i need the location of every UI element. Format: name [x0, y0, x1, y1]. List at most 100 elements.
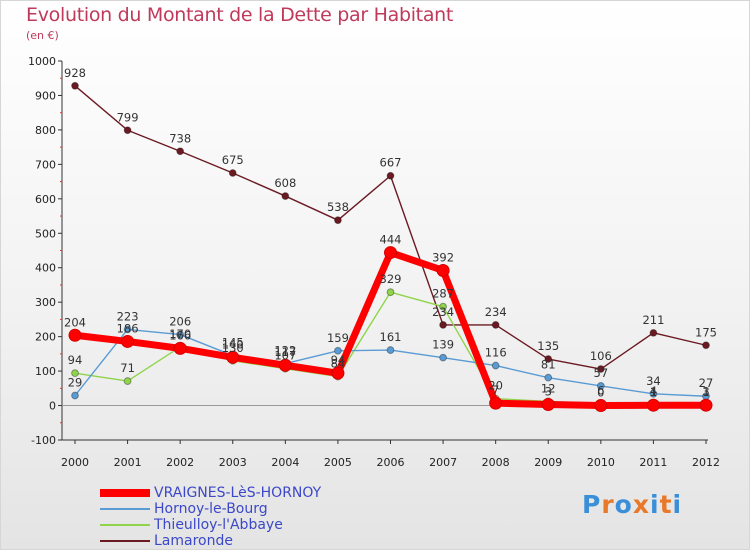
x-tick-label: 2000	[61, 456, 89, 469]
data-label: 84	[331, 357, 346, 371]
data-label: 116	[485, 346, 507, 360]
y-tick-label: 900	[35, 89, 56, 102]
data-label: 234	[432, 305, 454, 319]
data-label: 3	[545, 385, 552, 399]
logo-letter: x	[632, 490, 650, 519]
data-label: 20	[488, 379, 503, 393]
data-label: 6	[597, 383, 604, 397]
chart-subtitle: (en €)	[26, 29, 59, 42]
data-label: 0	[597, 386, 604, 400]
data-label: 27	[699, 376, 714, 390]
data-label: 71	[120, 361, 135, 375]
x-tick-label: 2007	[429, 456, 457, 469]
data-label: 608	[274, 176, 296, 190]
series-point	[173, 341, 187, 355]
data-label: 94	[331, 353, 346, 367]
data-label: 234	[485, 305, 507, 319]
data-label: 211	[642, 313, 664, 327]
data-label: 392	[432, 250, 454, 264]
y-tick-label: 500	[35, 227, 56, 240]
chart-title: Evolution du Montant de la Dette par Hab…	[26, 4, 454, 26]
data-label: 3	[702, 385, 709, 399]
x-tick-label: 2006	[377, 456, 405, 469]
data-label: 444	[380, 233, 402, 247]
y-tick-label: 300	[35, 296, 56, 309]
x-tick-label: 2012	[692, 456, 720, 469]
data-label: 175	[695, 325, 717, 339]
proxiti-logo: Proxiti	[582, 490, 682, 519]
data-label: 204	[64, 315, 86, 329]
series-point	[226, 350, 240, 364]
series-point	[386, 346, 395, 354]
data-label: 140	[222, 337, 244, 351]
series-point	[541, 398, 555, 412]
x-tick-label: 2009	[534, 456, 562, 469]
legend-swatch	[100, 489, 150, 497]
series-point	[594, 399, 608, 413]
y-tick-label: -100	[31, 434, 56, 447]
series-point	[71, 391, 79, 400]
series-point	[123, 325, 132, 334]
series-point	[439, 302, 447, 311]
legend-label: Lamaronde	[154, 533, 233, 549]
y-tick-label: 0	[49, 400, 56, 413]
series-point	[123, 377, 132, 385]
data-label: 799	[117, 110, 139, 124]
data-label: 223	[117, 309, 139, 323]
series-point	[489, 396, 503, 410]
data-label: 34	[646, 374, 661, 388]
series-point	[596, 365, 605, 373]
series-point	[71, 369, 79, 378]
data-label: 1	[702, 385, 709, 399]
data-label: 12	[541, 381, 556, 395]
y-tick-label: 1000	[28, 55, 56, 68]
data-label: 57	[594, 366, 609, 380]
data-label: 667	[380, 156, 402, 170]
data-label: 170	[169, 327, 191, 341]
data-label: 117	[274, 345, 296, 359]
data-label: 928	[64, 66, 86, 80]
data-label: 287	[432, 287, 454, 301]
series-point	[544, 355, 553, 363]
legend-label: VRAIGNES-LèS-HORNOY	[154, 485, 322, 501]
data-label: 130	[222, 341, 244, 355]
legend-label: Hornoy-le-Bourg	[154, 501, 268, 517]
series-point	[281, 192, 290, 200]
series-point	[646, 398, 660, 412]
series-point	[176, 147, 185, 156]
series-point	[121, 334, 135, 348]
data-label: 106	[590, 349, 612, 363]
x-tick-label: 2002	[166, 456, 194, 469]
x-tick-label: 2001	[114, 456, 142, 469]
logo-letter: t	[659, 490, 673, 519]
series-point	[384, 246, 397, 260]
data-label: 159	[327, 331, 349, 345]
y-tick-label: 600	[35, 193, 56, 206]
data-label: 186	[117, 321, 139, 335]
data-label: 7	[492, 383, 499, 397]
y-tick-label: 800	[35, 124, 56, 137]
series-point	[491, 321, 500, 329]
data-label: 206	[169, 315, 191, 329]
data-label: 29	[68, 376, 83, 390]
x-tick-label: 2008	[482, 456, 510, 469]
data-label: 94	[68, 353, 83, 367]
y-tick-label: 200	[35, 331, 56, 344]
data-label: 738	[169, 131, 191, 145]
x-tick-label: 2004	[271, 456, 299, 469]
series-point	[436, 263, 450, 277]
logo-letter: r	[601, 490, 615, 519]
series-point	[331, 366, 345, 380]
series-point	[176, 330, 185, 339]
chart-axes: -100010020030040050060070080090010002000…	[28, 55, 720, 469]
legend-label: Thieulloy-l'Abbaye	[154, 517, 283, 533]
data-label: 4	[650, 384, 657, 398]
data-label: 145	[222, 336, 244, 350]
series-point	[386, 171, 395, 180]
x-tick-label: 2003	[219, 456, 247, 469]
series-point	[439, 321, 447, 329]
data-label: 329	[380, 272, 402, 286]
